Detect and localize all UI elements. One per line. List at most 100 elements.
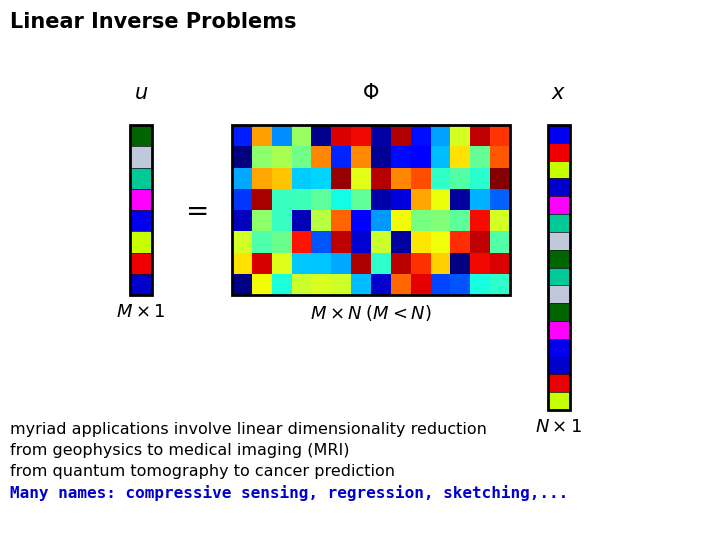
- Bar: [130, 146, 152, 167]
- Bar: [451, 231, 470, 253]
- Bar: [410, 274, 431, 295]
- Bar: [548, 339, 570, 356]
- Bar: [371, 253, 391, 274]
- Text: myriad applications involve linear dimensionality reduction: myriad applications involve linear dimen…: [10, 422, 487, 437]
- Bar: [451, 274, 470, 295]
- Bar: [252, 189, 271, 210]
- Bar: [292, 167, 312, 189]
- Bar: [391, 253, 410, 274]
- Bar: [431, 167, 451, 189]
- Bar: [331, 210, 351, 231]
- Bar: [130, 189, 152, 210]
- Bar: [271, 146, 292, 167]
- Bar: [548, 178, 570, 196]
- Bar: [431, 231, 451, 253]
- Bar: [271, 274, 292, 295]
- Text: $=$: $=$: [180, 196, 208, 224]
- Bar: [232, 125, 510, 295]
- Bar: [410, 167, 431, 189]
- Bar: [548, 285, 570, 303]
- Bar: [271, 167, 292, 189]
- Bar: [271, 125, 292, 146]
- Bar: [490, 231, 510, 253]
- Bar: [490, 125, 510, 146]
- Text: $M \times N \; (M < N)$: $M \times N \; (M < N)$: [310, 303, 432, 323]
- Bar: [271, 210, 292, 231]
- Bar: [371, 189, 391, 210]
- Text: $u$: $u$: [134, 83, 148, 103]
- Bar: [292, 125, 312, 146]
- Bar: [351, 167, 371, 189]
- Bar: [548, 356, 570, 374]
- Bar: [410, 189, 431, 210]
- Bar: [312, 125, 331, 146]
- Bar: [431, 210, 451, 231]
- Bar: [351, 210, 371, 231]
- Bar: [470, 125, 490, 146]
- Bar: [232, 274, 252, 295]
- Bar: [371, 125, 391, 146]
- Bar: [331, 189, 351, 210]
- Bar: [391, 167, 410, 189]
- Bar: [292, 231, 312, 253]
- Bar: [232, 167, 252, 189]
- Bar: [130, 125, 152, 146]
- Bar: [451, 167, 470, 189]
- Bar: [410, 231, 431, 253]
- Bar: [371, 146, 391, 167]
- Bar: [548, 392, 570, 410]
- Bar: [130, 253, 152, 274]
- Bar: [470, 146, 490, 167]
- Bar: [548, 232, 570, 249]
- Bar: [252, 231, 271, 253]
- Bar: [548, 249, 570, 267]
- Text: $N \times 1$: $N \times 1$: [536, 418, 582, 436]
- Bar: [351, 189, 371, 210]
- Bar: [331, 167, 351, 189]
- Bar: [391, 274, 410, 295]
- Bar: [130, 231, 152, 253]
- Bar: [312, 146, 331, 167]
- Bar: [490, 167, 510, 189]
- Bar: [252, 253, 271, 274]
- Bar: [312, 189, 331, 210]
- Bar: [292, 146, 312, 167]
- Bar: [232, 189, 252, 210]
- Bar: [451, 189, 470, 210]
- Bar: [371, 167, 391, 189]
- Bar: [232, 125, 252, 146]
- Bar: [371, 274, 391, 295]
- Bar: [252, 167, 271, 189]
- Bar: [391, 189, 410, 210]
- Bar: [548, 125, 570, 410]
- Bar: [271, 189, 292, 210]
- Bar: [232, 231, 252, 253]
- Bar: [331, 231, 351, 253]
- Bar: [252, 146, 271, 167]
- Bar: [431, 274, 451, 295]
- Bar: [410, 146, 431, 167]
- Bar: [548, 196, 570, 214]
- Bar: [431, 125, 451, 146]
- Bar: [351, 146, 371, 167]
- Bar: [252, 274, 271, 295]
- Bar: [331, 274, 351, 295]
- Bar: [410, 253, 431, 274]
- Bar: [490, 146, 510, 167]
- Bar: [271, 231, 292, 253]
- Bar: [410, 210, 431, 231]
- Bar: [451, 146, 470, 167]
- Text: $x$: $x$: [552, 83, 567, 103]
- Bar: [548, 214, 570, 232]
- Bar: [490, 274, 510, 295]
- Bar: [271, 253, 292, 274]
- Bar: [130, 167, 152, 189]
- Bar: [548, 267, 570, 285]
- Bar: [312, 274, 331, 295]
- Bar: [431, 189, 451, 210]
- Bar: [451, 210, 470, 231]
- Text: $M \times 1$: $M \times 1$: [117, 303, 166, 321]
- Text: from quantum tomography to cancer prediction: from quantum tomography to cancer predic…: [10, 464, 395, 479]
- Bar: [470, 274, 490, 295]
- Bar: [548, 321, 570, 339]
